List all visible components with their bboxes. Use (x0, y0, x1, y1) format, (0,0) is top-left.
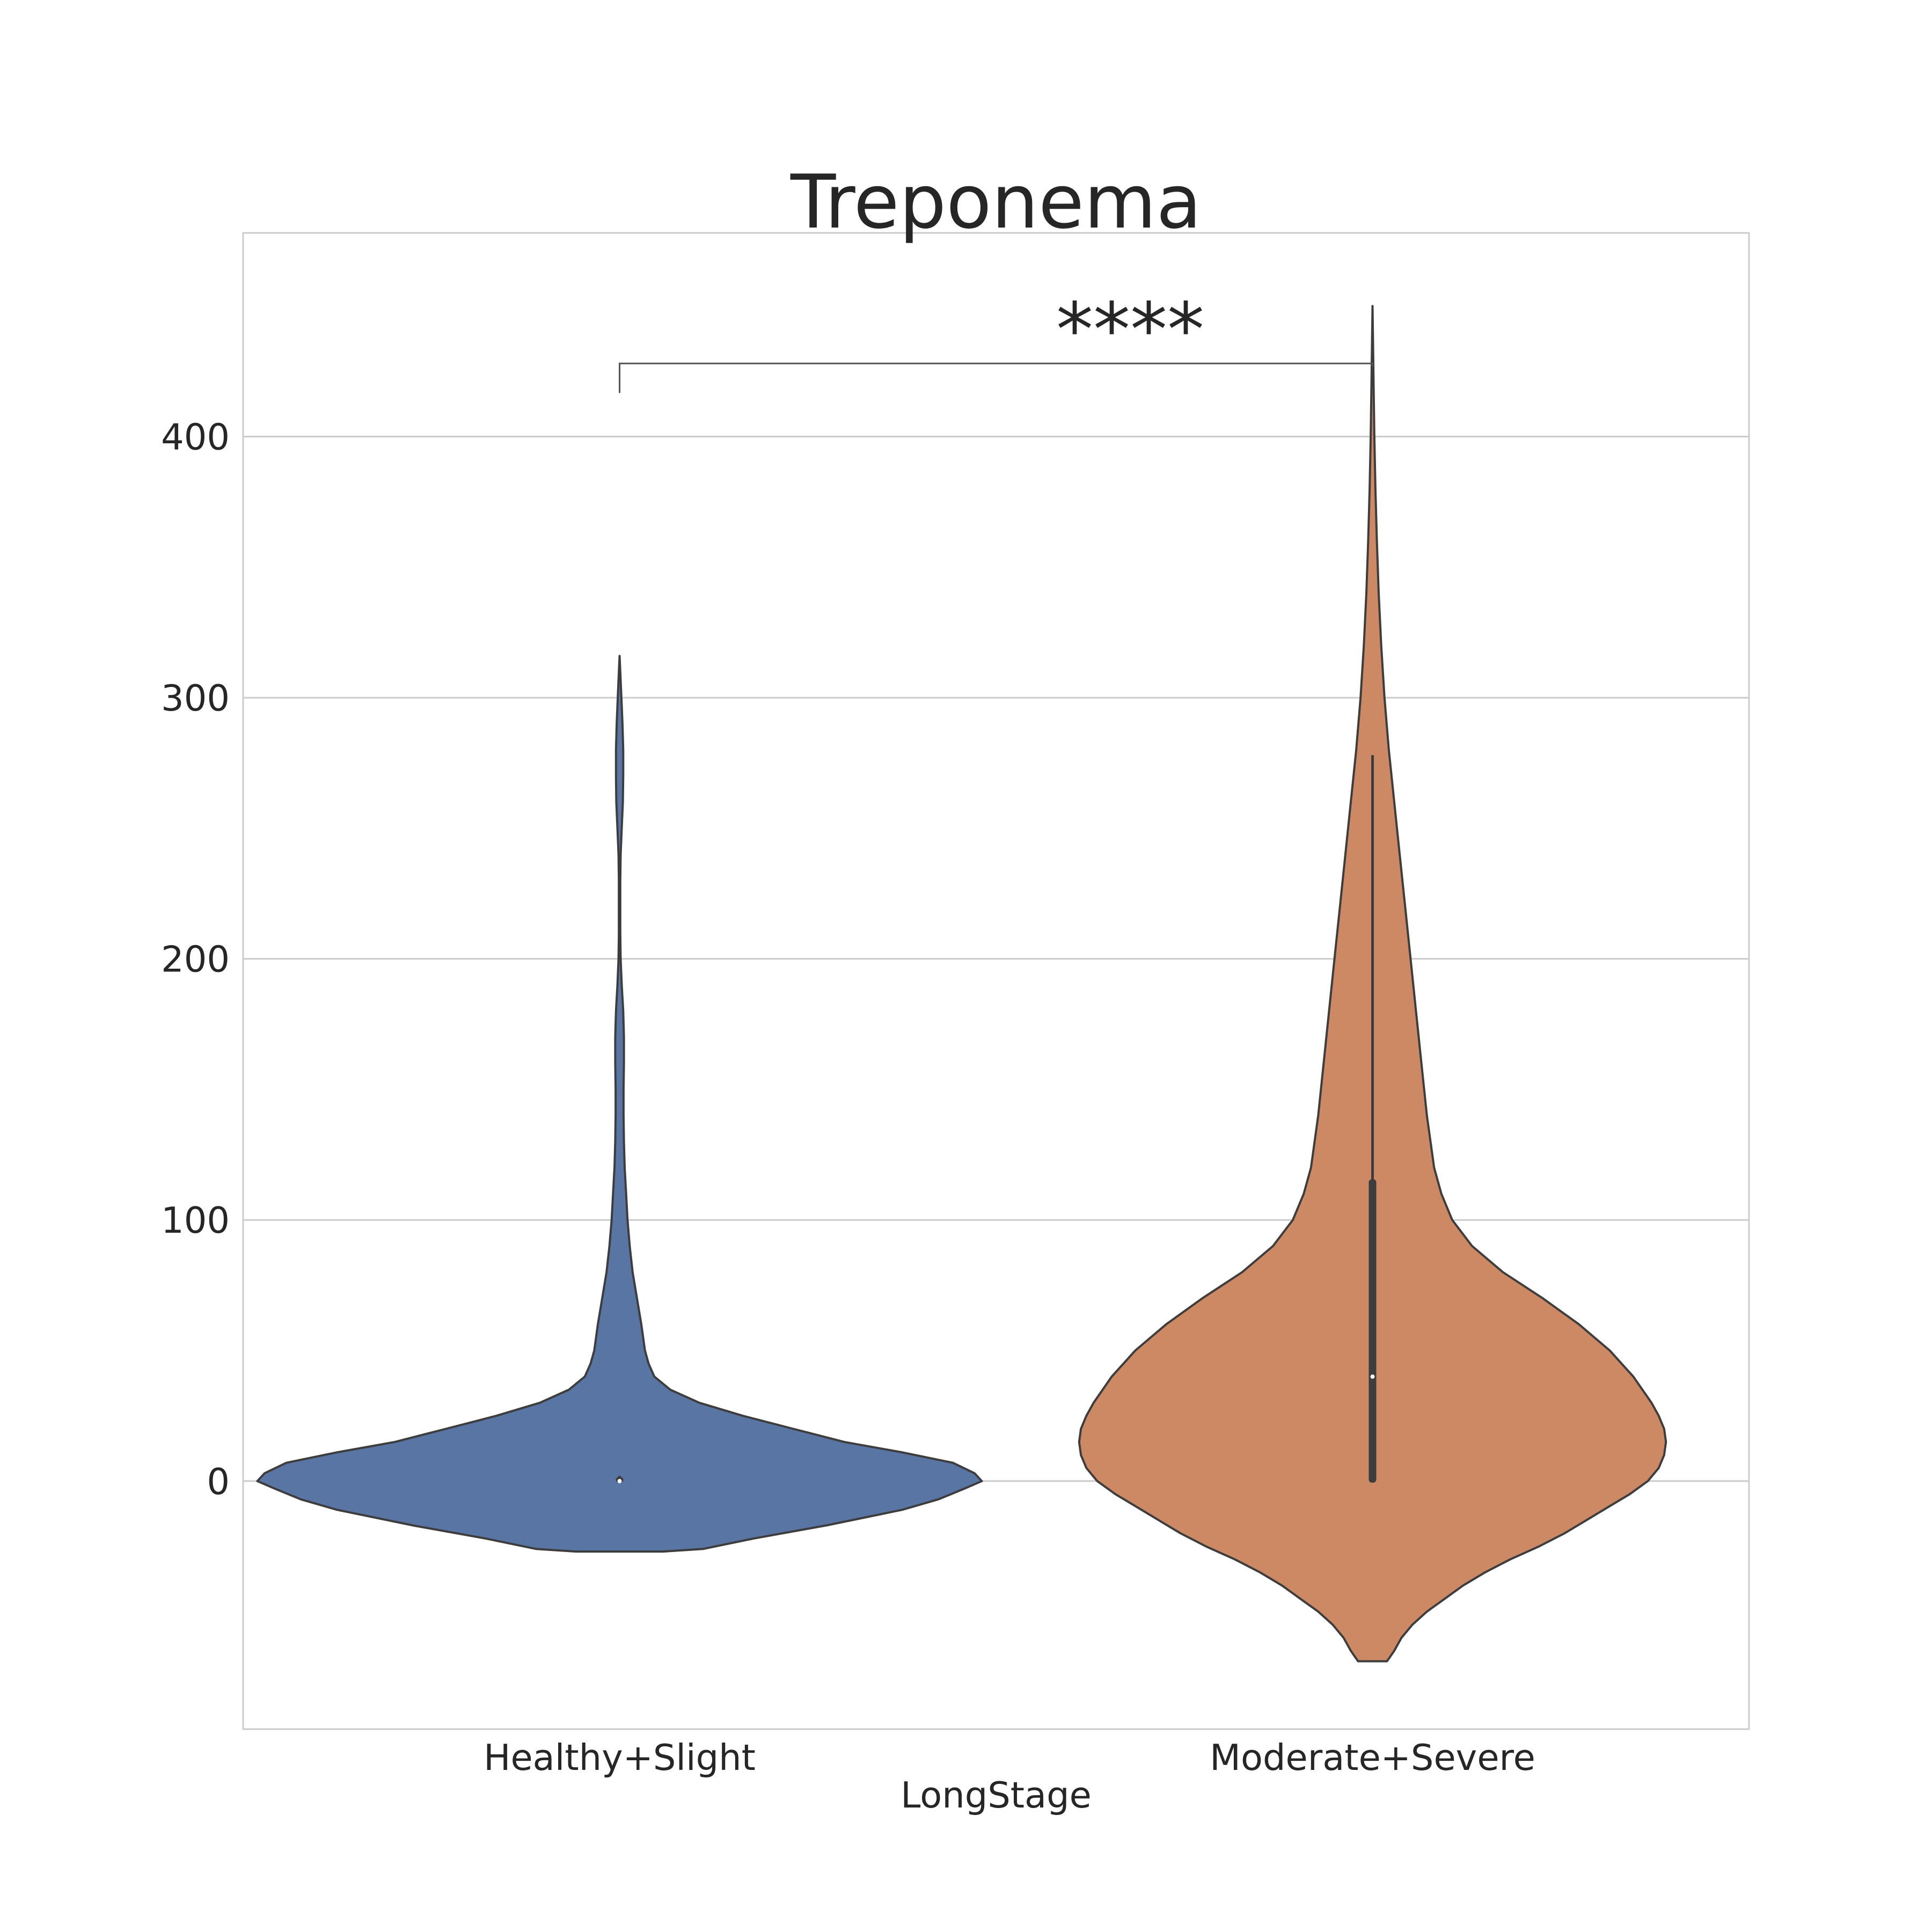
y-tick-labels: 0 100 200 300 400 (161, 416, 230, 1503)
significance-annotation: **** (619, 287, 1373, 393)
median-marker (617, 1479, 622, 1483)
violins (256, 305, 1667, 1663)
y-tick-label: 400 (161, 416, 230, 458)
median-marker (1370, 1374, 1375, 1379)
significance-bracket (619, 362, 1373, 393)
x-axis-label: LongStage (901, 1774, 1092, 1816)
x-tick-labels: Healthy+Slight Moderate+Severe (484, 1737, 1535, 1779)
y-tick-label: 100 (161, 1199, 230, 1241)
plot-frame (242, 232, 1750, 1730)
significance-label: **** (1056, 287, 1204, 373)
chart-title: Treponema (790, 159, 1202, 245)
y-tick-label: 300 (161, 677, 230, 719)
violin-healthy-slight (256, 655, 983, 1553)
y-tick-label: 200 (161, 939, 230, 980)
iqr-box (1368, 1179, 1377, 1483)
inner-boxes (616, 755, 1377, 1483)
x-tick-label: Healthy+Slight (484, 1737, 756, 1779)
x-tick-label: Moderate+Severe (1210, 1737, 1535, 1779)
y-tick-label: 0 (207, 1461, 230, 1503)
